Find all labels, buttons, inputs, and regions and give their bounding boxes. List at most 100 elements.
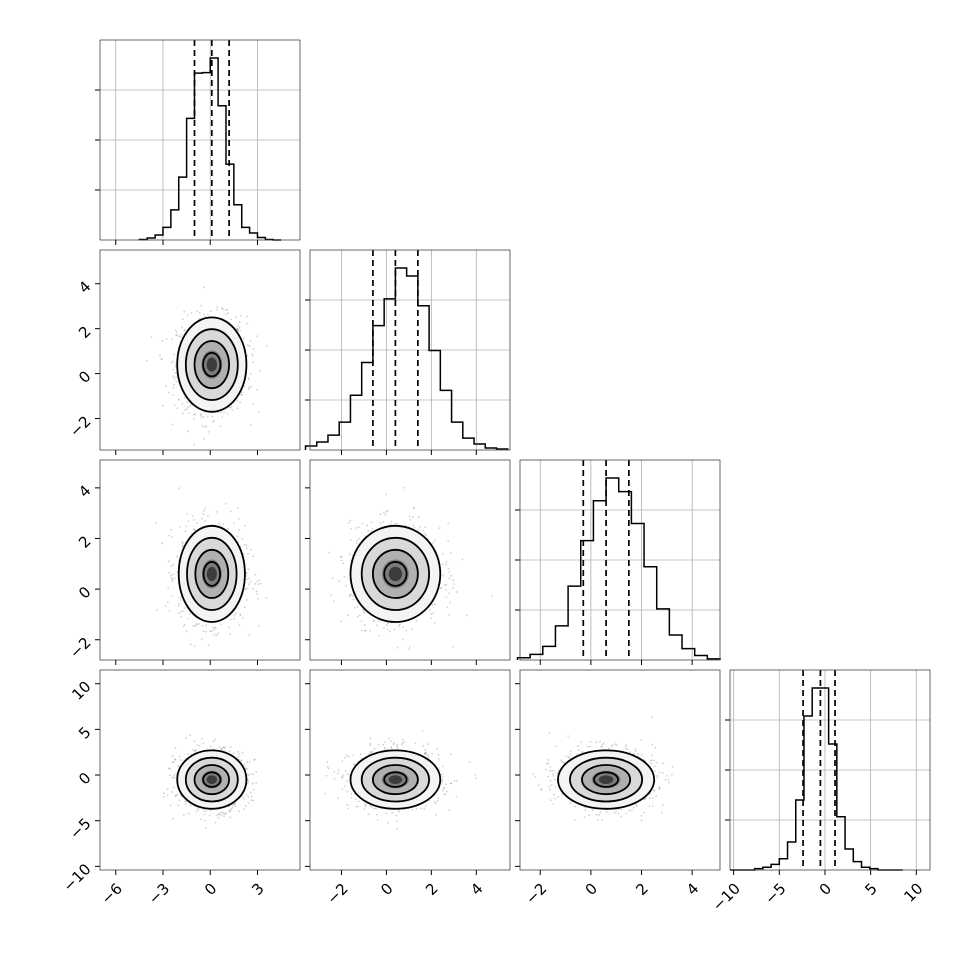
scatter-point — [176, 793, 178, 796]
scatter-point — [167, 560, 170, 563]
contour-line — [371, 548, 419, 599]
scatter-panel-0-2 — [95, 459, 301, 665]
scatter-point — [386, 509, 389, 512]
scatter-point — [217, 522, 220, 524]
scatter-point — [189, 804, 192, 807]
scatter-point — [209, 745, 212, 748]
contour-line — [202, 351, 222, 378]
scatter-point — [239, 330, 242, 332]
scatter-point — [390, 740, 393, 742]
scatter-point — [183, 310, 186, 313]
scatter-point — [229, 633, 232, 635]
scatter-point — [202, 630, 205, 632]
scatter-point — [215, 511, 218, 513]
contour-line — [177, 524, 246, 623]
scatter-point — [160, 358, 163, 360]
scatter-point — [413, 526, 416, 529]
scatter-point — [200, 304, 202, 307]
scatter-point — [450, 574, 453, 577]
scatter-point — [241, 796, 244, 798]
scatter-point — [176, 331, 178, 333]
scatter-point — [364, 535, 366, 537]
scatter-point — [390, 746, 392, 748]
scatter-point — [163, 795, 165, 798]
scatter-point — [401, 738, 404, 741]
scatter-point — [145, 360, 148, 362]
scatter-point — [243, 385, 246, 388]
scatter-point — [231, 804, 234, 807]
scatter-point — [181, 402, 184, 405]
scatter-point — [409, 519, 412, 521]
scatter-point — [247, 802, 250, 804]
scatter-point — [364, 804, 367, 806]
scatter-point — [386, 748, 389, 751]
scatter-point — [187, 406, 189, 409]
scatter-point — [233, 618, 236, 620]
scatter-point — [252, 788, 255, 791]
scatter-point — [198, 312, 201, 314]
scatter-point — [233, 614, 236, 617]
scatter-point — [243, 606, 246, 609]
histogram-panel-2 — [515, 459, 721, 661]
scatter-point — [446, 606, 449, 608]
scatter-point — [359, 753, 362, 756]
scatter-point — [413, 506, 415, 509]
scatter-point — [243, 798, 246, 800]
scatter-point — [218, 813, 221, 816]
scatter-point — [250, 799, 253, 802]
scatter-point — [171, 578, 174, 581]
scatter-point — [185, 630, 188, 633]
scatter-point — [248, 634, 251, 637]
scatter-point — [229, 406, 232, 409]
scatter-point — [442, 574, 445, 577]
histogram-panel-0 — [95, 39, 301, 241]
scatter-point — [177, 604, 180, 607]
scatter-point — [238, 753, 241, 755]
scatter-point — [376, 624, 378, 627]
scatter-point — [227, 626, 230, 629]
scatter-point — [239, 315, 242, 317]
scatter-point — [181, 318, 184, 321]
scatter-point — [251, 782, 254, 785]
scatter-point — [216, 306, 219, 308]
scatter-point — [214, 738, 216, 741]
scatter-point — [170, 535, 173, 538]
scatter-point — [230, 807, 233, 810]
scatter-point — [376, 819, 379, 822]
scatter-point — [430, 617, 433, 620]
scatter-point — [235, 327, 238, 330]
scatter-point — [450, 753, 452, 756]
scatter-point — [181, 541, 184, 544]
scatter-point — [171, 423, 174, 426]
scatter-point — [445, 588, 447, 591]
scatter-point — [247, 780, 250, 783]
scatter-point — [347, 755, 350, 758]
scatter-point — [412, 524, 415, 527]
scatter-point — [366, 524, 368, 527]
scatter-point — [408, 646, 411, 648]
scatter-point — [192, 519, 195, 521]
scatter-point — [182, 625, 185, 628]
scatter-point — [171, 338, 174, 341]
scatter-point — [166, 794, 169, 797]
scatter-point — [402, 486, 405, 489]
scatter-point — [225, 503, 228, 505]
scatter-point — [356, 606, 359, 608]
scatter-point — [168, 391, 170, 394]
contour-line — [202, 561, 222, 587]
scatter-point — [173, 777, 176, 779]
scatter-point — [175, 772, 178, 775]
scatter-point — [382, 521, 385, 523]
scatter-point — [358, 614, 361, 617]
scatter-point — [257, 597, 259, 600]
scatter-point — [424, 751, 426, 754]
scatter-point — [229, 809, 232, 812]
scatter-point — [178, 799, 181, 802]
scatter-point — [218, 746, 221, 749]
scatter-point — [252, 799, 255, 802]
scatter-point — [243, 337, 245, 340]
scatter-point — [384, 513, 387, 516]
scatter-point — [338, 580, 340, 583]
scatter-point — [174, 372, 177, 374]
scatter-point — [207, 515, 209, 517]
